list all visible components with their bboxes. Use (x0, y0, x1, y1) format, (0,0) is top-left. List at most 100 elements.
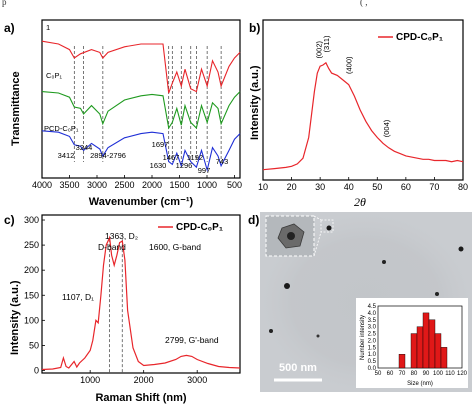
histogram-ylabel: Number intensity (360, 315, 366, 360)
panel-b-series (262, 61, 464, 171)
x-tick-label: 1000 (80, 375, 100, 385)
tem-particle (284, 283, 290, 289)
peak-label: 997 (198, 166, 211, 175)
panel-c-legend: CPD-C₀P₁ (176, 222, 223, 233)
panel-b-xlabel: 2θ (354, 195, 366, 209)
hist-y-tick-label: 0.0 (368, 366, 377, 372)
panel-c-yticks: 0 50 100 150 200 250 300 (24, 215, 45, 375)
hist-x-tick-label: 90 (423, 371, 430, 377)
panel-c-ylabel: Intensity (a.u.) (9, 280, 21, 355)
ann-g-prime: 2799, G'-band (165, 335, 219, 345)
histogram-bar (434, 333, 442, 369)
panel-c-series (41, 235, 241, 371)
scale-bar-label: 500 nm (279, 362, 317, 374)
x-tick-label: 3000 (187, 375, 207, 385)
xrd-series-line (262, 61, 464, 171)
y-tick-label: 250 (24, 240, 39, 250)
x-tick-label: 3500 (59, 180, 79, 190)
x-tick-label: 4000 (32, 180, 52, 190)
hist-x-tick-label: 50 (375, 371, 382, 377)
hist-y-tick-label: 3.0 (368, 325, 377, 331)
x-tick-label: 60 (401, 182, 411, 192)
hist-x-tick-label: 100 (433, 371, 444, 377)
raman-series-line (41, 235, 241, 371)
histogram-bar (422, 312, 430, 369)
x-tick-label: 2000 (142, 180, 162, 190)
peak-label: 3412 (58, 151, 75, 160)
ftir-series-line (41, 91, 241, 130)
panel-c-xlabel: Raman Shift (nm) (95, 392, 186, 404)
hist-y-tick-label: 1.5 (368, 345, 377, 351)
hist-y-tick-label: 4.0 (368, 311, 377, 317)
x-tick-label: 3000 (87, 180, 107, 190)
peak-label: 1296 (176, 161, 193, 170)
y-tick-label: 0 (34, 365, 39, 375)
peak-label: 1467 (163, 153, 180, 162)
ftir-series-line (41, 130, 241, 173)
y-tick-label: 200 (24, 265, 39, 275)
x-tick-label: 40 (344, 182, 354, 192)
panel-b-frame (262, 19, 464, 181)
histogram-xlabel: Size (nm) (407, 381, 433, 387)
hist-x-tick-label: 70 (399, 371, 406, 377)
peak-label: 1630 (150, 161, 167, 170)
top-cut-text: p ( , (0, 0, 474, 10)
x-tick-label: 30 (315, 182, 325, 192)
x-tick-label: 70 (429, 182, 439, 192)
ftir-series-line (41, 40, 241, 94)
peak-label: 2894-2796 (90, 151, 126, 160)
tem-particle (435, 292, 439, 296)
x-tick-label: 10 (258, 182, 268, 192)
panel-a-ylabel: Transmittance (10, 71, 22, 146)
x-tick-label: 1000 (197, 180, 217, 190)
ann-g-band: 1600, G-band (149, 242, 201, 252)
x-tick-label: 500 (227, 180, 242, 190)
hkl-label: (004) (382, 119, 391, 137)
panel-c-chart: 1000 2000 3000 0 50 100 150 200 250 300 CPD-C₀P₁… (9, 214, 241, 404)
panel-a-xticks: 4000 3500 3000 2500 2000 1500 1000 500 (32, 175, 242, 190)
x-tick-label: 2000 (134, 375, 154, 385)
hist-y-tick-label: 0.5 (368, 359, 377, 365)
peak-label: 1697 (152, 140, 169, 149)
hkl-label: (400) (345, 56, 354, 74)
hist-x-tick-label: 120 (457, 371, 468, 377)
histogram-chart: 50 60 70 80 90 100 110 120 0.00.51.01.52.02.53.… (360, 304, 468, 387)
ann-d-band: D-band (98, 242, 126, 252)
x-tick-label: 2500 (114, 180, 134, 190)
tem-particle (269, 329, 273, 333)
peak-label: 1192 (187, 153, 203, 162)
y-tick-label: 50 (29, 340, 39, 350)
peak-label: 743 (216, 157, 229, 166)
panel-d-letter: d) (248, 213, 259, 227)
tem-particle (326, 225, 332, 231)
hist-x-tick-label: 60 (387, 371, 394, 377)
panel-c-letter: c) (4, 213, 15, 227)
histogram-bars (398, 312, 448, 369)
top-cut-right: ( , (360, 0, 368, 7)
hist-y-tick-label: 3.5 (368, 318, 377, 324)
hist-x-tick-label: 110 (445, 371, 455, 377)
trace-label-c0p1: C₀P₁ (46, 71, 63, 80)
histogram-xticks: 50 60 70 80 90 100 110 120 (375, 371, 468, 377)
top-cut-left: p (2, 0, 7, 7)
panel-c-xticks: 1000 2000 3000 (80, 370, 207, 385)
histogram-yticks: 0.00.51.01.52.02.53.03.54.04.5 (368, 304, 377, 372)
hkl-label: (002) (315, 40, 324, 58)
histogram-bar (428, 319, 436, 369)
x-tick-label: 20 (287, 182, 297, 192)
y-tick-label: 300 (24, 215, 39, 225)
hist-y-tick-label: 4.5 (368, 304, 377, 310)
panel-b-letter: b) (249, 21, 260, 35)
panel-a-xlabel: Wavenumber (cm⁻¹) (89, 196, 194, 208)
trace-label-1: 1 (46, 23, 50, 32)
panel-b-chart: (002)(311) (400) (004) 10 20 30 40 50 60 70 80 CP… (249, 19, 468, 209)
ann-d1: 1107, D₁ (62, 292, 94, 302)
hist-x-tick-label: 80 (411, 371, 418, 377)
histogram-bar (440, 347, 448, 369)
histogram-bar (410, 333, 418, 369)
tem-zoom-source (320, 219, 334, 233)
tem-particle (382, 260, 386, 264)
tem-particle (316, 334, 320, 338)
panel-d-tem: 500 nm 50 60 70 80 90 100 110 120 0.00.51.01.52… (260, 212, 472, 392)
